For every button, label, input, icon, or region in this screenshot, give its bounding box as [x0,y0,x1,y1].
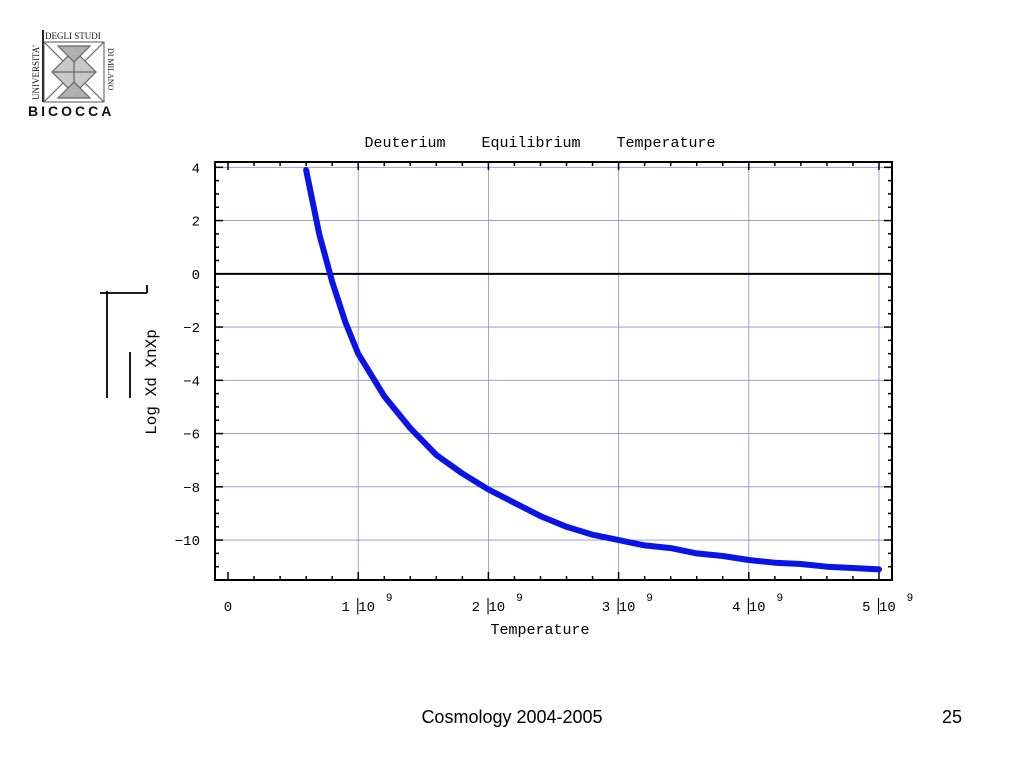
logo-emblem [43,41,105,103]
y-tick-label: 2 [192,215,200,231]
logo-text-line2: DEGLI STUDI [45,31,101,41]
y-tick-label: −4 [183,374,200,390]
x-tick-label: 3▕10 [602,597,636,616]
page-number: 25 [941,707,962,727]
logo-text-line1: UNIVERSITA' [31,45,41,100]
logo-name: BICOCCA [28,103,114,118]
y-tick-label: −2 [183,321,200,337]
x-tick-labels: 0 1▕10 9 2▕10 9 3▕10 9 4▕10 9 5▕10 9 [224,593,913,616]
y-axis-label: Log Xd XnXp [143,329,161,435]
y-tick-labels: 4 2 0 −2 −4 −6 −8 −10 [175,161,200,550]
x-tick-exponent: 9 [646,593,653,605]
x-tick-label: 4▕10 [732,597,766,616]
x-tick-label: 2▕10 [472,597,506,616]
x-tick-exponent: 9 [386,593,393,605]
series-line [303,167,882,573]
y-tick-label: 4 [192,161,200,177]
x-tick-label: 5▕10 [862,597,896,616]
y-tick-label: −6 [183,428,200,444]
x-tick-exponent: 9 [907,593,914,605]
y-tick-label: −8 [183,481,200,497]
x-tick-exponent: 9 [776,593,783,605]
deuterium-equilibrium-chart: Deuterium Equilibrium Temperature 4 2 0 −2 −… [100,135,913,639]
x-tick-exponent: 9 [516,593,523,605]
y-tick-label: −10 [175,534,200,550]
grid-lines [215,162,892,580]
plot-frame [214,161,893,581]
logo-text-line3: DI MILANO [106,48,114,91]
footer-title: Cosmology 2004-2005 [421,707,603,727]
x-axis-label: Temperature [490,622,589,639]
y-tick-label: 0 [192,268,200,284]
y-axis-label-group: Log Xd XnXp [100,285,161,435]
x-tick-label: 1▕10 [341,597,375,616]
university-logo: UNIVERSITA' DEGLI STUDI DI MILANO BICOCC… [28,30,114,118]
axis-ticks [215,162,892,580]
x-tick-label: 0 [224,600,232,616]
chart-title: Deuterium Equilibrium Temperature [364,135,715,152]
